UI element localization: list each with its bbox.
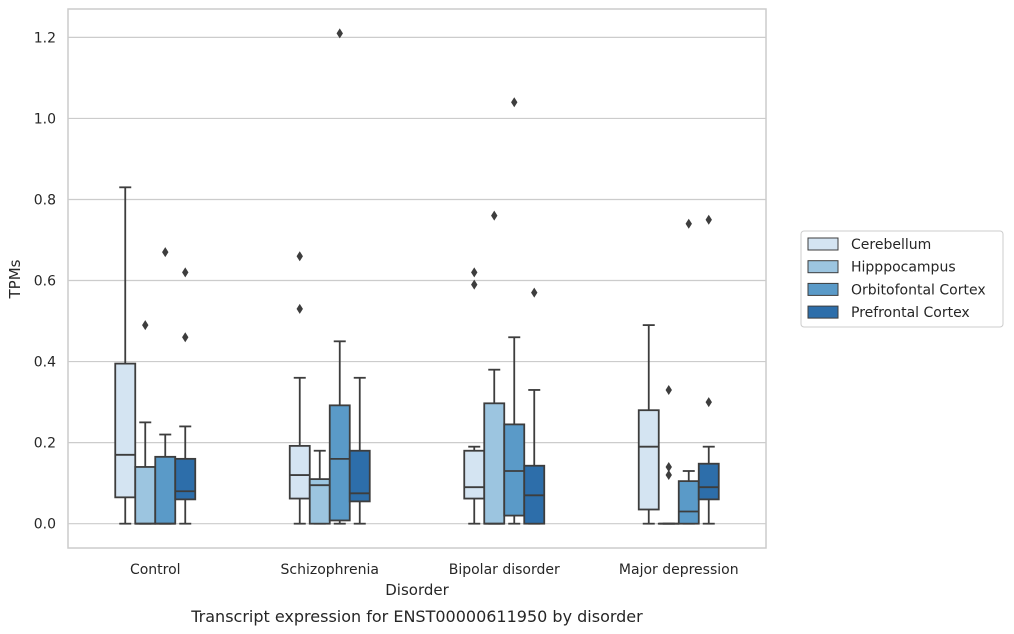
outlier-point: [471, 279, 478, 290]
outlier-point: [665, 384, 672, 395]
outlier-point: [296, 303, 303, 314]
box-body: [134, 466, 157, 525]
box-prefrontal-cortex: [348, 376, 371, 525]
box-orbitofontal-cortex: [503, 97, 526, 525]
plot-frame: [67, 8, 767, 549]
y-axis-ticks: 0.0 0.2 0.4 0.6 0.8 1.0 1.2: [34, 30, 56, 532]
box-body: [483, 402, 506, 525]
legend-swatch: [807, 305, 839, 319]
x-axis-ticks: Control Schizophrenia Bipolar disorder Majo…: [130, 562, 739, 578]
box-orbitofontal-cortex: [677, 218, 700, 525]
x-axis-label: Disorder: [385, 581, 449, 599]
y-tick-label: 0.4: [34, 355, 56, 371]
y-tick-label: 0.8: [34, 192, 56, 208]
outlier-point: [162, 247, 169, 258]
outlier-point: [296, 251, 303, 262]
legend-label: Cerebellum: [851, 237, 931, 253]
box-cerebellum: [114, 186, 137, 525]
outlier-point: [142, 320, 149, 331]
box-body: [288, 444, 311, 500]
legend-frame: [800, 230, 1004, 328]
legend-label: Prefrontal Cortex: [851, 305, 970, 321]
box-prefrontal-cortex: [523, 287, 546, 525]
box-body: [348, 449, 371, 503]
legend-label: Orbitofontal Cortex: [851, 282, 986, 298]
x-tick-label: Major depression: [619, 562, 739, 578]
legend-label: Hipppocampus: [851, 260, 956, 276]
y-tick-label: 0.0: [34, 517, 56, 533]
box-cerebellum: [637, 324, 660, 525]
outlier-point: [685, 218, 692, 229]
box-hipppocampus: [134, 320, 157, 525]
box-body: [114, 362, 137, 499]
box-cerebellum: [288, 251, 311, 525]
y-axis-label: TPMs: [6, 259, 24, 299]
outlier-point: [336, 28, 343, 39]
box-body: [154, 455, 177, 525]
box-body: [697, 462, 720, 501]
outlier-point: [471, 267, 478, 278]
outlier-point: [665, 461, 672, 472]
outlier-point: [182, 267, 189, 278]
outlier-point: [511, 97, 518, 108]
legend: Cerebellum Hipppocampus Orbitofontal Corte…: [800, 230, 1004, 328]
y-tick-label: 1.2: [34, 30, 56, 46]
y-tick-label: 1.0: [34, 111, 56, 127]
box-orbitofontal-cortex: [328, 28, 351, 525]
x-tick-label: Schizophrenia: [281, 562, 379, 578]
box-body: [677, 480, 700, 525]
box-body: [174, 457, 197, 501]
box-body: [637, 409, 660, 511]
box-plot-area: [114, 28, 720, 525]
x-tick-label: Control: [130, 562, 181, 578]
box-body: [463, 449, 486, 500]
outlier-point: [705, 397, 712, 408]
x-tick-label: Bipolar disorder: [449, 562, 560, 578]
box-prefrontal-cortex: [697, 214, 720, 525]
legend-swatch: [807, 260, 839, 274]
box-hipppocampus: [483, 210, 506, 525]
y-tick-label: 0.6: [34, 274, 56, 290]
legend-swatch: [807, 282, 839, 296]
box-body: [328, 404, 351, 522]
outlier-point: [705, 214, 712, 225]
y-tick-label: 0.2: [34, 436, 56, 452]
outlier-point: [665, 470, 672, 481]
figure-caption: Transcript expression for ENST0000061195…: [190, 607, 643, 626]
box-hipppocampus: [657, 384, 680, 525]
box-prefrontal-cortex: [174, 267, 197, 525]
legend-swatch: [807, 237, 839, 251]
outlier-point: [531, 287, 538, 298]
box-body: [503, 423, 526, 517]
outlier-point: [491, 210, 498, 221]
outlier-point: [182, 332, 189, 343]
